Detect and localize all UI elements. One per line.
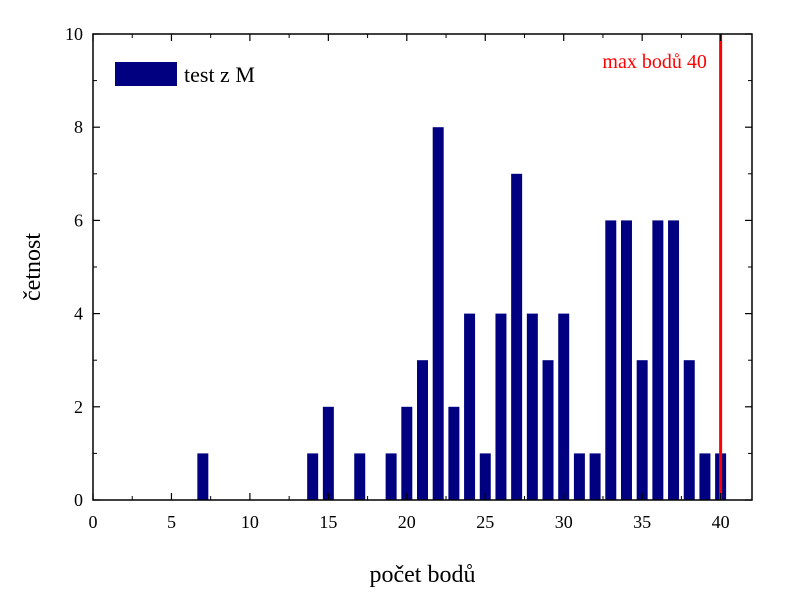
- y-tick-label: 2: [74, 397, 83, 417]
- x-tick-label: 40: [712, 512, 730, 532]
- y-tick-label: 8: [74, 117, 83, 137]
- bar-22: [432, 127, 444, 500]
- x-axis-title: počet bodů: [370, 562, 476, 588]
- bar-30: [558, 313, 570, 500]
- bar-31: [573, 453, 585, 500]
- y-tick-label: 6: [74, 210, 83, 230]
- bar-37: [668, 220, 680, 500]
- x-tick-label: 25: [476, 512, 494, 532]
- bar-32: [589, 453, 601, 500]
- bar-36: [652, 220, 664, 500]
- axis-ticks: [92, 33, 752, 501]
- bar-28: [526, 313, 538, 500]
- y-tick-label: 0: [74, 490, 83, 510]
- bar-20: [401, 406, 413, 500]
- bar-15: [322, 406, 334, 500]
- y-tick-label: 4: [74, 304, 83, 324]
- bar-21: [417, 360, 428, 500]
- bar-23: [448, 406, 460, 500]
- bar-38: [683, 360, 695, 500]
- bar-14: [307, 453, 319, 500]
- bar-33: [605, 220, 617, 500]
- y-axis-title: četnost: [20, 233, 46, 301]
- x-tick-label: 20: [398, 512, 416, 532]
- bar-25: [479, 453, 491, 500]
- x-tick-label: 35: [633, 512, 651, 532]
- x-tick-label: 5: [167, 512, 176, 532]
- bar-19: [385, 453, 397, 500]
- bar-34: [620, 220, 632, 500]
- bar-35: [636, 360, 648, 500]
- bar-17: [354, 453, 366, 500]
- bar-26: [495, 313, 507, 500]
- bar-7: [197, 453, 209, 500]
- max-points-annotation: max bodů 40: [602, 51, 706, 73]
- bar-24: [464, 313, 476, 500]
- axis-tick-labels: 0 5 10 15 20 25 30 35 40 0 2 4 6 8 10: [65, 24, 730, 532]
- x-tick-label: 0: [89, 512, 98, 532]
- legend-swatch: [115, 62, 177, 86]
- bars-group: [197, 127, 727, 501]
- bar-39: [699, 453, 711, 500]
- bar-27: [511, 173, 523, 501]
- x-tick-label: 30: [555, 512, 573, 532]
- x-tick-label: 15: [319, 512, 337, 532]
- y-tick-label: 10: [65, 24, 83, 44]
- legend: test z M: [115, 62, 255, 87]
- bar-29: [542, 360, 554, 500]
- x-tick-label: 10: [241, 512, 259, 532]
- legend-label: test z M: [184, 62, 255, 87]
